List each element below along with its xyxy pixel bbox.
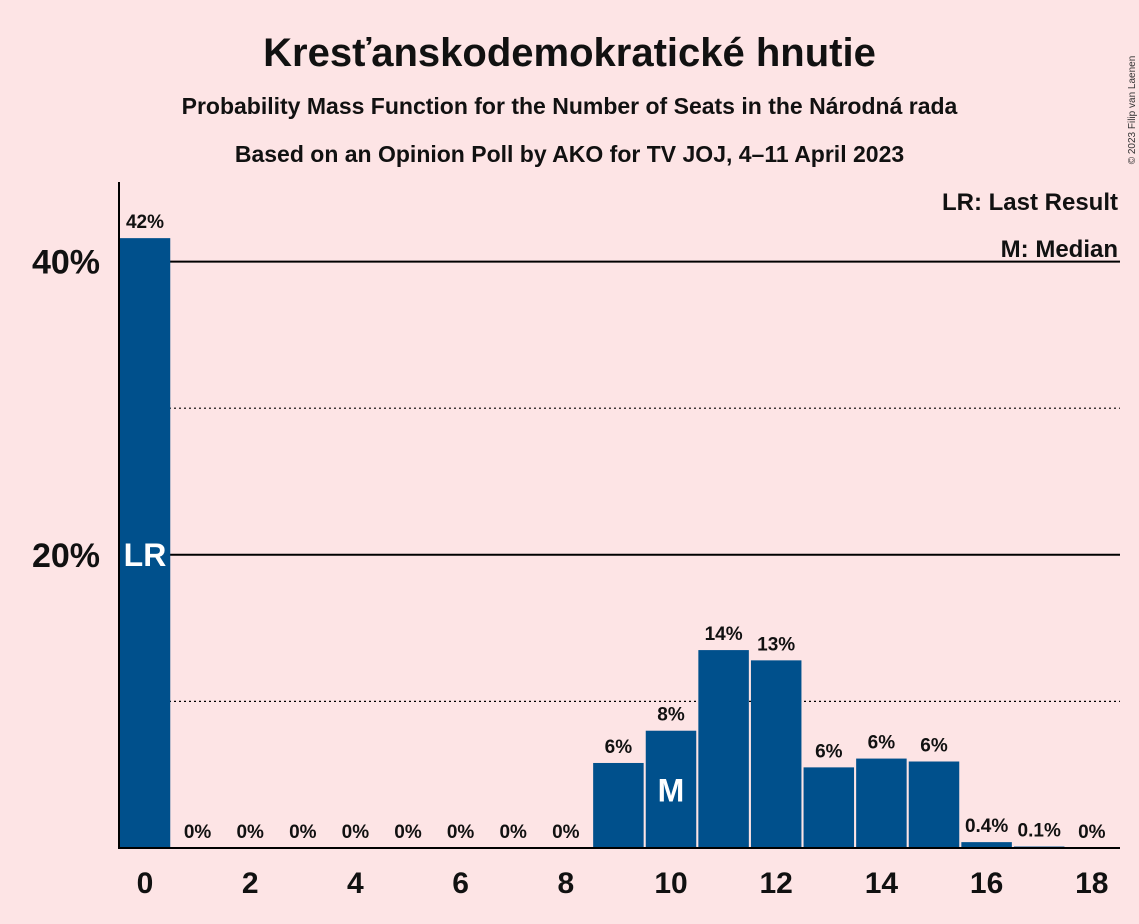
last-result-mark: LR [124, 537, 167, 573]
bar-label-3: 0% [289, 822, 317, 843]
bar-label-8: 0% [552, 822, 580, 843]
y-tick-label-40: 40% [32, 244, 100, 282]
bar-12 [750, 660, 802, 848]
x-tick-label-12: 12 [760, 867, 793, 900]
bar-13 [803, 767, 855, 848]
legend-last-result: LR: Last Result [942, 189, 1118, 216]
x-tick-label-18: 18 [1075, 867, 1108, 900]
legend-median: M: Median [1001, 236, 1118, 263]
bar-9 [593, 762, 644, 848]
bar-label-7: 0% [499, 822, 527, 843]
bar-label-1: 0% [184, 822, 212, 843]
x-tick-label-2: 2 [242, 867, 259, 900]
bar-11 [698, 650, 749, 848]
x-tick-labels: 0 2 4 6 8 10 12 14 16 18 [137, 867, 1109, 900]
bar-label-18: 0% [1078, 822, 1106, 843]
bar-label-15: 6% [920, 736, 948, 757]
bar-label-0: 42% [126, 212, 164, 233]
bar-label-12: 13% [757, 634, 795, 655]
median-mark: M [658, 772, 685, 808]
x-tick-label-14: 14 [865, 867, 899, 900]
bar-label-17: 0.1% [1018, 821, 1061, 842]
bar-label-9: 6% [605, 737, 633, 758]
bar-label-2: 0% [236, 822, 264, 843]
bar-14 [856, 758, 907, 848]
x-tick-label-6: 6 [452, 867, 469, 900]
chart-subtitle-2: Based on an Opinion Poll by AKO for TV J… [235, 141, 904, 167]
bar-label-11: 14% [705, 624, 743, 645]
bar-labels: 42% 0% 0% 0% 0% 0% 0% 0% 0% 6% 8% 14% 13% 6% 6% 6% 0.4% 0… [126, 212, 1106, 843]
gridlines [119, 260, 1120, 703]
bar-label-5: 0% [394, 822, 422, 843]
bar-16 [961, 842, 1012, 848]
legend-mask [930, 184, 1122, 260]
bar-label-6: 0% [447, 822, 475, 843]
bar-label-16: 0.4% [965, 816, 1008, 837]
x-tick-label-4: 4 [347, 867, 364, 900]
bar-10 [645, 730, 697, 848]
bar-15 [908, 761, 960, 848]
x-tick-label-0: 0 [137, 867, 154, 900]
x-tick-label-10: 10 [654, 867, 687, 900]
bar-label-4: 0% [342, 822, 370, 843]
y-tick-labels: 20% 40% [32, 244, 100, 575]
bars [119, 238, 1065, 849]
chart-title: Kresťanskodemokratické hnutie [263, 31, 876, 75]
bar-0 [119, 238, 171, 849]
chart-subtitle-1: Probability Mass Function for the Number… [182, 93, 958, 119]
bar-label-10: 8% [657, 705, 685, 726]
copyright-notice: © 2023 Filip van Laenen [1127, 56, 1138, 165]
bar-label-13: 6% [815, 741, 843, 762]
x-tick-label-8: 8 [557, 867, 574, 900]
bar-marks: LR M [124, 537, 685, 809]
x-tick-label-16: 16 [970, 867, 1003, 900]
bar-label-14: 6% [868, 733, 896, 754]
y-tick-label-20: 20% [32, 537, 100, 575]
